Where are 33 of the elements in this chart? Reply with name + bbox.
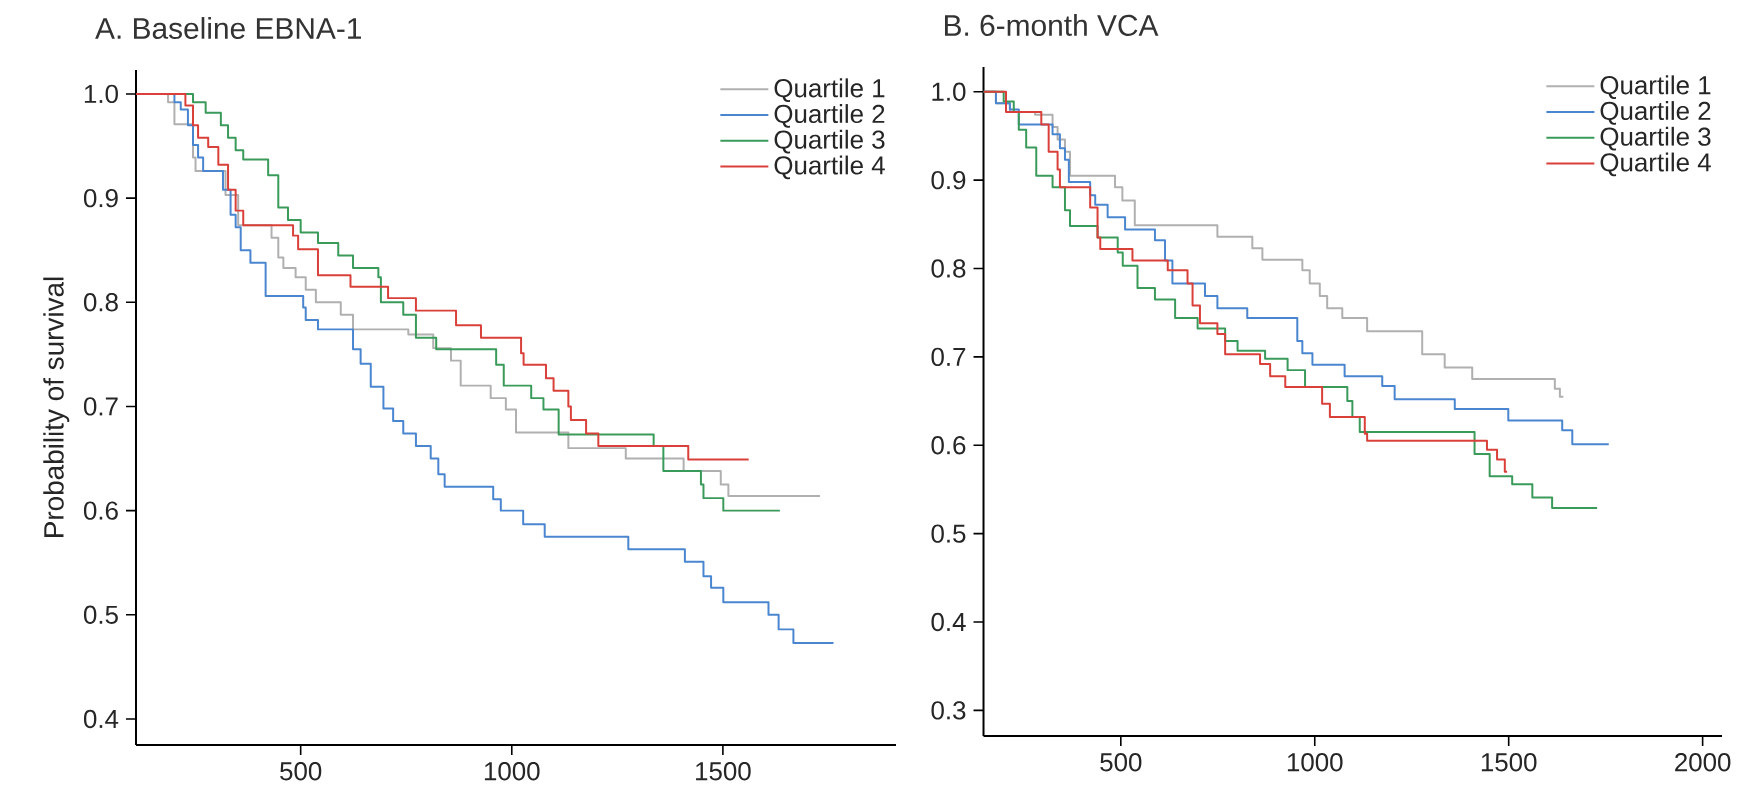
y-tick-label: 0.9 <box>83 188 118 208</box>
y-tick-label: 1.0 <box>84 84 118 104</box>
legend-label: Quartile 3 <box>1600 126 1711 151</box>
y-tick-label: 0.7 <box>931 347 966 367</box>
y-tick-label: 0.8 <box>83 293 118 312</box>
legend-label: Quartile 4 <box>1600 152 1711 177</box>
y-tick-label: 0.9 <box>931 170 966 190</box>
y-tick-label: 0.6 <box>83 501 118 520</box>
x-tick-label: 2000 <box>1675 753 1731 772</box>
legend-label: Quartile 4 <box>774 155 885 180</box>
y-tick-label: 0.4 <box>931 612 966 632</box>
y-tick-label: 1.0 <box>932 82 966 101</box>
y-tick-label: 0.4 <box>83 709 119 729</box>
x-tick-label: 500 <box>1100 753 1142 772</box>
y-tick-label: 0.8 <box>931 259 966 278</box>
legend-label: Quartile 1 <box>1600 75 1711 100</box>
x-tick-label: 500 <box>280 762 322 781</box>
legend-label: Quartile 3 <box>774 129 885 154</box>
y-tick-label: 0.6 <box>931 436 966 455</box>
y-tick-label: 0.3 <box>931 701 966 720</box>
x-tick-label: 1500 <box>1481 753 1537 772</box>
legend-label: Quartile 2 <box>774 104 885 128</box>
x-tick-label: 1500 <box>696 762 751 781</box>
y-tick-label: 0.7 <box>83 397 118 416</box>
y-axis-title: Probability of survival <box>43 277 70 537</box>
chart-title: B. 6-month VCA <box>944 14 1159 36</box>
legend-label: Quartile 2 <box>1600 101 1711 125</box>
x-tick-label: 1000 <box>484 762 540 781</box>
y-tick-label: 0.5 <box>83 605 118 624</box>
chart-title: A. Baseline EBNA-1 <box>95 17 361 39</box>
legend-label: Quartile 1 <box>774 78 885 103</box>
y-tick-label: 0.5 <box>931 524 966 543</box>
x-tick-label: 1000 <box>1287 753 1343 772</box>
